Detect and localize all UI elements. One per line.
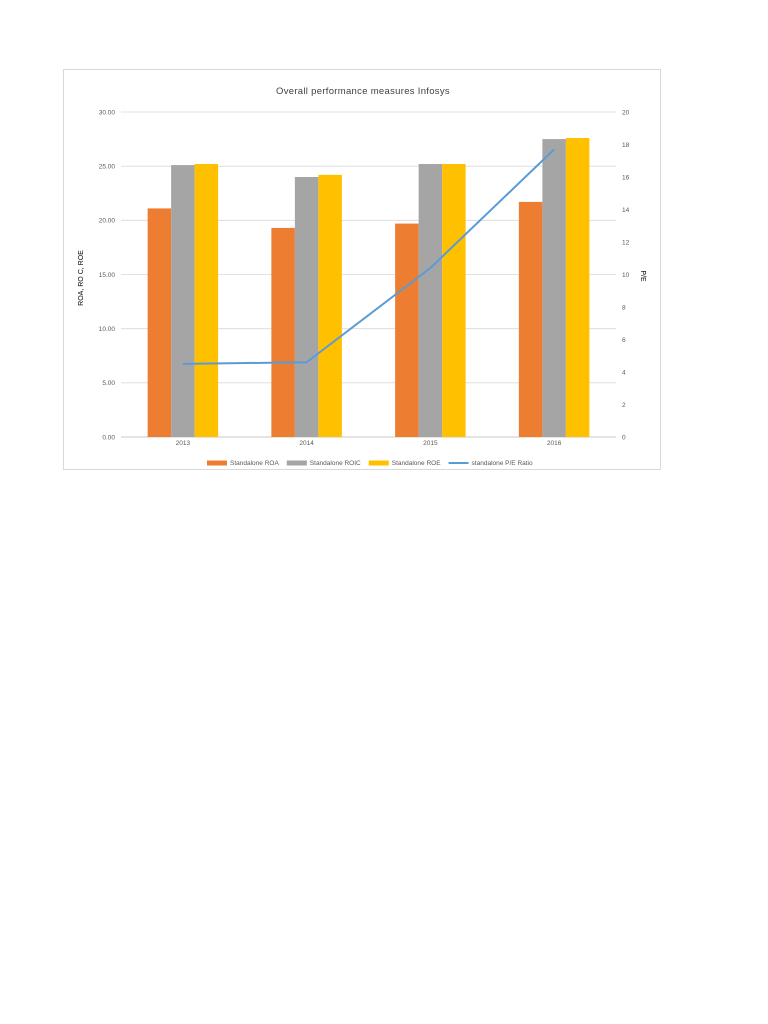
legend: Standalone ROA Standalone ROIC Standalone …: [207, 460, 533, 467]
y-tick-label: 25.00: [99, 163, 116, 170]
y2-tick-label: 4: [622, 369, 626, 376]
y-tick-label: 15.00: [99, 272, 116, 279]
bar-standalone-roa-2013: [147, 208, 172, 437]
bar-standalone-roe-2013: [194, 164, 219, 437]
bar-standalone-roa-2015: [395, 223, 419, 437]
right-axis-ticks: 0 2 4 6 8 10 12 14 16 18 20: [622, 109, 630, 441]
bar-standalone-roe-2015: [442, 164, 466, 437]
y2-tick-label: 8: [622, 304, 626, 311]
y-tick-label: 20.00: [99, 218, 116, 225]
y2-tick-label: 2: [622, 402, 626, 409]
y2-tick-label: 20: [622, 109, 630, 116]
y2-tick-label: 6: [622, 337, 626, 344]
y-tick-label: 0.00: [102, 434, 115, 441]
left-axis-title: ROA, RO C, ROE: [78, 250, 85, 306]
combo-chart: Overall performance measures Infosys 0.0…: [78, 86, 646, 467]
y2-tick-label: 14: [622, 207, 630, 214]
y2-tick-label: 12: [622, 239, 630, 246]
bar-series: [147, 138, 590, 437]
bar-standalone-roic-2015: [418, 164, 443, 437]
x-tick-label: 2013: [176, 440, 191, 447]
right-axis-title: P/E: [639, 270, 646, 282]
bar-standalone-roe-2014: [318, 174, 342, 437]
y2-tick-label: 16: [622, 174, 630, 181]
chart-title: Overall performance measures Infosys: [276, 86, 450, 97]
y2-tick-label: 0: [622, 434, 626, 441]
y-tick-label: 30.00: [99, 109, 116, 116]
line-standalone-p-e-ratio: [182, 148, 555, 365]
legend-label: Standalone ROA: [230, 460, 279, 467]
chart-container: Overall performance measures Infosys 0.0…: [63, 69, 661, 470]
bar-standalone-roic-2016: [542, 139, 566, 437]
legend-label: Standalone ROE: [392, 460, 441, 467]
y2-tick-label: 10: [622, 272, 630, 279]
y2-tick-label: 18: [622, 142, 630, 149]
x-tick-label: 2015: [423, 440, 438, 447]
x-axis-ticks: 2013 2014 2015 2016: [176, 440, 562, 447]
legend-swatch: [207, 460, 227, 466]
x-tick-label: 2014: [299, 440, 314, 447]
left-axis-ticks: 0.00 5.00 10.00 15.00 20.00 25.00 30.00: [99, 109, 116, 441]
legend-swatch: [368, 460, 389, 466]
line-series: [182, 148, 555, 365]
legend-label: Standalone ROIC: [310, 460, 361, 467]
y-tick-label: 5.00: [102, 380, 115, 387]
bar-standalone-roe-2016: [565, 138, 590, 437]
bar-standalone-roic-2014: [294, 177, 319, 437]
y-tick-label: 10.00: [99, 326, 116, 333]
bar-standalone-roic-2013: [171, 165, 195, 437]
bar-standalone-roa-2016: [518, 201, 543, 437]
x-tick-label: 2016: [547, 440, 562, 447]
bar-standalone-roa-2014: [271, 227, 295, 437]
legend-label: standalone P/E Ratio: [472, 460, 533, 467]
legend-swatch: [286, 460, 307, 466]
